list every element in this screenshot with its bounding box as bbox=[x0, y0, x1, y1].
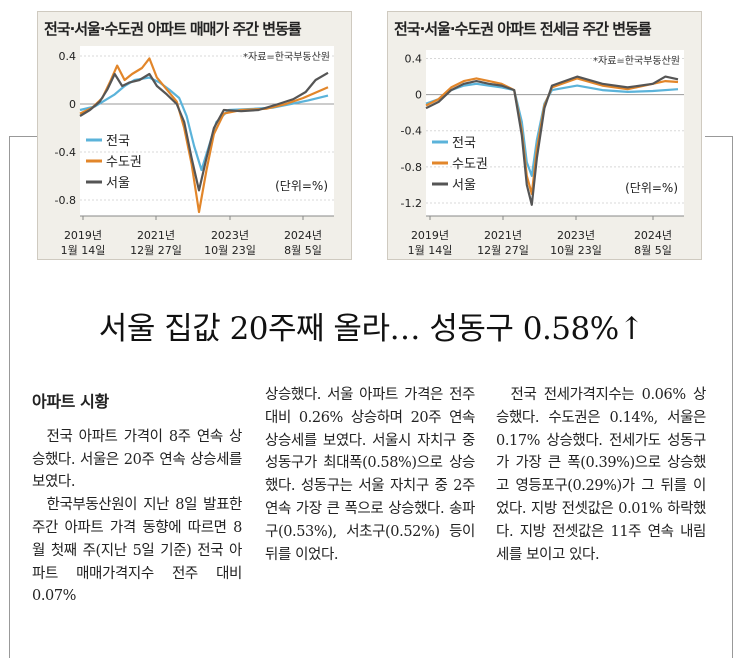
series-line-2 bbox=[79, 71, 329, 192]
x-tick-date: 8월 5일 bbox=[634, 243, 672, 257]
paragraph: 전국 아파트 가격이 8주 연속 상승했다. 서울은 20주 연속 상승세를 보… bbox=[32, 428, 242, 491]
frame-line-right bbox=[732, 136, 733, 658]
x-tick-date: 10월 23일 bbox=[204, 243, 256, 257]
legend-label: 전국 bbox=[452, 136, 476, 151]
series-line-1 bbox=[425, 77, 679, 195]
series-line-0 bbox=[425, 82, 679, 177]
x-tick-year: 2021년 bbox=[484, 229, 522, 242]
y-tick-label: 0.4 bbox=[59, 50, 77, 63]
y-tick-label: 0.4 bbox=[405, 53, 423, 66]
source-note: *자료=한국부동산원 bbox=[243, 51, 330, 63]
frame-line-left bbox=[9, 136, 10, 658]
article-column-2: 상승했다. 서울 아파트 가격은 전주 대비 0.26% 상승하며 20주 연속… bbox=[265, 384, 475, 566]
y-tick-label: -0.8 bbox=[401, 161, 422, 174]
paragraph: 전국 전세가격지수는 0.06% 상승했다. 수도권은 0.14%, 서울은 0… bbox=[496, 387, 706, 563]
source-note: *자료=한국부동산원 bbox=[593, 55, 680, 67]
x-tick-year: 2019년 bbox=[64, 229, 102, 242]
x-tick-date: 1월 14일 bbox=[61, 243, 106, 257]
legend-label: 서울 bbox=[106, 176, 130, 191]
y-tick-label: -0.8 bbox=[55, 194, 76, 207]
y-tick-label: 0 bbox=[69, 98, 76, 111]
article-column-1: 아파트 시황 전국 아파트 가격이 8주 연속 상승했다. 서울은 20주 연속… bbox=[32, 384, 242, 608]
jeonse-price-chart: 전국·서울·수도권 아파트 전세금 주간 변동률 0.4 0 -0.4 -0.8 -1.… bbox=[387, 11, 702, 260]
x-tick-date: 12월 27일 bbox=[130, 243, 182, 257]
y-tick-label: -0.4 bbox=[401, 125, 422, 138]
x-tick-year: 2023년 bbox=[211, 229, 249, 242]
x-tick-year: 2024년 bbox=[634, 229, 672, 242]
series-line-2 bbox=[425, 75, 679, 206]
article-column-3: 전국 전세가격지수는 0.06% 상승했다. 수도권은 0.14%, 서울은 0… bbox=[496, 384, 706, 566]
legend-label: 수도권 bbox=[106, 155, 142, 170]
unit-label: (단위=%) bbox=[275, 179, 328, 193]
section-title: 아파트 시황 bbox=[32, 392, 109, 411]
x-tick-date: 8월 5일 bbox=[284, 243, 322, 257]
sale-price-chart: 전국·서울·수도권 아파트 매매가 주간 변동률 0.4 0 -0.4 -0.8 201… bbox=[37, 11, 352, 260]
legend-label: 수도권 bbox=[452, 157, 488, 172]
x-tick-year: 2023년 bbox=[557, 229, 595, 242]
y-tick-label: 0 bbox=[415, 89, 422, 102]
plot-area bbox=[426, 50, 684, 216]
y-tick-label: -0.4 bbox=[55, 146, 76, 159]
x-tick-date: 12월 27일 bbox=[477, 243, 529, 257]
frame-line-top-right bbox=[705, 136, 733, 137]
x-tick-year: 2021년 bbox=[137, 229, 175, 242]
x-tick-year: 2024년 bbox=[284, 229, 322, 242]
legend-label: 서울 bbox=[452, 178, 476, 193]
x-tick-date: 10월 23일 bbox=[550, 243, 602, 257]
paragraph: 상승했다. 서울 아파트 가격은 전주 대비 0.26% 상승하며 20주 연속… bbox=[265, 387, 475, 563]
y-tick-label: -1.2 bbox=[401, 197, 422, 210]
article-headline: 서울 집값 20주째 올라… 성동구 0.58%↑ bbox=[98, 311, 645, 347]
frame-line-top-left bbox=[9, 136, 37, 137]
chart-title: 전국·서울·수도권 아파트 전세금 주간 변동률 bbox=[394, 20, 652, 38]
paragraph: 한국부동산원이 지난 8일 발표한 주간 아파트 가격 동향에 따르면 8월 첫… bbox=[32, 497, 242, 605]
unit-label: (단위=%) bbox=[625, 181, 678, 195]
x-tick-date: 1월 14일 bbox=[408, 243, 453, 257]
x-tick-year: 2019년 bbox=[411, 229, 449, 242]
chart-title: 전국·서울·수도권 아파트 매매가 주간 변동률 bbox=[44, 20, 302, 38]
legend-label: 전국 bbox=[106, 134, 130, 149]
